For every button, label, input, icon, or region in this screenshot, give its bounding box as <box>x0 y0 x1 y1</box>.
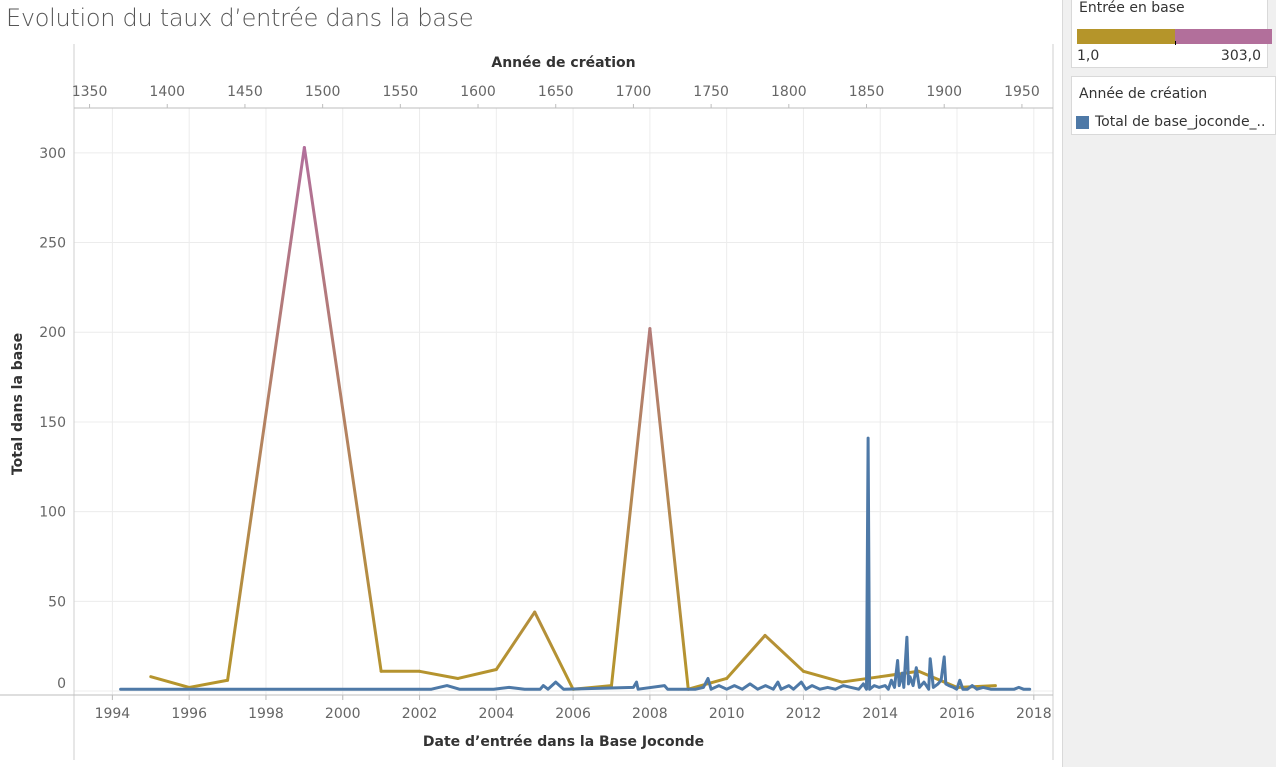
series-entree-segment[interactable] <box>686 676 729 691</box>
series-entree-segment[interactable] <box>302 145 383 673</box>
top-axis-tick-label: 1400 <box>149 84 185 100</box>
top-axis-title: Année de création <box>491 55 635 71</box>
series-entree-segment[interactable] <box>801 669 844 684</box>
top-axis-tick-label: 1850 <box>849 84 885 100</box>
series-entree-segment[interactable] <box>187 678 230 689</box>
bottom-axis-tick-label: 1994 <box>95 706 131 722</box>
top-axis-tick-label: 1350 <box>72 84 108 100</box>
legend-item-label: Total de base_joconde_.. <box>1095 114 1266 130</box>
gradient-tick <box>1175 41 1176 45</box>
legend-swatch <box>1076 115 1089 129</box>
bottom-axis-tick-label: 2004 <box>478 706 514 722</box>
color-legend-min: 1,0 <box>1077 48 1100 64</box>
plot-background <box>74 108 1053 700</box>
y-axis-title: Total dans la base <box>10 333 26 475</box>
color-legend-title: Entrée en base <box>1079 0 1185 16</box>
bottom-axis-title: Date d’entrée dans la Base Joconde <box>423 734 704 750</box>
series-entree-segment[interactable] <box>763 633 805 673</box>
top-axis-tick-label: 1700 <box>616 84 652 100</box>
color-gradient-bar <box>1077 29 1272 44</box>
bottom-axis-tick-label: 2016 <box>939 706 975 722</box>
bottom-axis-tick-label: 2006 <box>555 706 591 722</box>
top-axis-tick-label: 1500 <box>305 84 341 100</box>
bottom-axis-tick-label: 1998 <box>248 706 284 722</box>
top-axis-tick-label: 1950 <box>1004 84 1040 100</box>
legend-item-total[interactable]: Total de base_joconde_.. <box>1076 114 1265 130</box>
series-entree-segment[interactable] <box>226 145 306 682</box>
bottom-axis-tick-label: 2018 <box>1016 706 1052 722</box>
y-axis-tick-label: 300 <box>39 146 66 162</box>
series-entree-segment[interactable] <box>725 633 767 680</box>
y-axis-tick-label: 250 <box>39 236 66 252</box>
y-axis-tick-label: 200 <box>39 325 66 341</box>
series-entree-segment[interactable] <box>840 675 882 684</box>
color-legend[interactable]: Entrée en base 1,0 303,0 <box>1071 0 1272 68</box>
bottom-axis-tick-label: 1996 <box>171 706 207 722</box>
legend-panel: Entrée en base 1,0 303,0 Année de créati… <box>1062 0 1276 767</box>
series-entree-segment[interactable] <box>494 610 537 672</box>
y-axis-tick-label: 0 <box>57 676 66 692</box>
top-axis-tick-label: 1800 <box>771 84 807 100</box>
bottom-axis-tick-label: 2000 <box>325 706 361 722</box>
y-axis-tick-label: 50 <box>48 594 66 610</box>
top-axis-tick-label: 1450 <box>227 84 263 100</box>
bottom-axis-tick-label: 2008 <box>632 706 668 722</box>
bottom-axis-tick-label: 2002 <box>402 706 438 722</box>
chart-area[interactable]: 1350 1400 1450 1500 1550 1600 1650 1700 1750 1800… <box>0 0 1062 767</box>
top-axis-tick-label: 1900 <box>926 84 962 100</box>
y-axis-tick-label: 100 <box>39 505 66 521</box>
series-entree-segment[interactable] <box>648 327 690 691</box>
series-entree-segment[interactable] <box>456 668 498 680</box>
color-legend-max: 303,0 <box>1220 48 1261 64</box>
series-entree-segment[interactable] <box>149 675 191 689</box>
series-entree-segment[interactable] <box>418 669 460 680</box>
series-entree-segment[interactable] <box>609 327 652 688</box>
top-axis-tick-label: 1600 <box>460 84 496 100</box>
top-axis-tick-label: 1550 <box>383 84 419 100</box>
series-total-line[interactable] <box>119 436 1032 691</box>
series-legend[interactable]: Année de création Total de base_joconde_… <box>1071 76 1276 135</box>
top-axis-tick-label: 1650 <box>538 84 574 100</box>
series-legend-title: Année de création <box>1079 86 1208 102</box>
top-axis-tick-label: 1750 <box>693 84 729 100</box>
bottom-axis-tick-label: 2012 <box>786 706 822 722</box>
y-axis-tick-label: 150 <box>39 415 66 431</box>
chart-title: Evolution du taux d’entrée dans la base <box>6 4 474 32</box>
bottom-axis-tick-label: 2014 <box>862 706 898 722</box>
series-entree-segment[interactable] <box>533 610 575 691</box>
bottom-axis-tick-label: 2010 <box>709 706 745 722</box>
